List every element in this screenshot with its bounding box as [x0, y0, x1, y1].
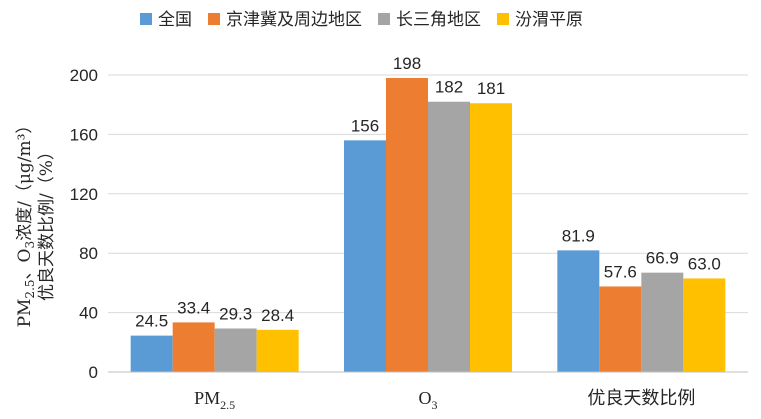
- bar: [683, 278, 726, 372]
- y-tick-label: 0: [89, 363, 98, 382]
- data-label: 66.9: [646, 249, 679, 268]
- data-labels: 24.5 33.4 29.3 28.4 156 198 182 181 81.9 57.6 66.9…: [135, 54, 721, 331]
- data-label: 182: [435, 78, 463, 97]
- y-tick-label: 120: [70, 185, 98, 204]
- data-label: 33.4: [177, 298, 210, 317]
- bar: [641, 272, 684, 372]
- bar: [256, 329, 299, 372]
- data-label: 28.4: [261, 306, 294, 325]
- y-axis-label: PM2.5、O3浓度/（μg/m³） 优良天数比例/（%）: [15, 117, 57, 328]
- data-label: 181: [477, 79, 505, 98]
- data-label: 57.6: [604, 262, 637, 281]
- y-tick-label: 160: [70, 125, 98, 144]
- y-axis-ticks: 0 40 80 120 160 200: [70, 66, 98, 382]
- legend-swatch: [208, 13, 220, 25]
- data-label: 63.0: [688, 254, 721, 273]
- bars: [130, 77, 726, 372]
- legend-label: 长三角地区: [396, 10, 481, 30]
- x-category-label: PM2.5: [194, 388, 235, 412]
- legend-label: 京津冀及周边地区: [226, 10, 362, 30]
- y-axis-label-line1: PM2.5、O3浓度/（μg/m³）: [15, 117, 37, 328]
- y-axis-label-line2: 优良天数比例/（%）: [37, 143, 57, 301]
- legend-swatch: [497, 13, 509, 25]
- legend-label: 汾渭平原: [515, 10, 583, 30]
- x-category-label: 优良天数比例: [587, 388, 695, 408]
- data-label: 156: [351, 116, 379, 135]
- bar: [130, 335, 173, 372]
- data-label: 24.5: [135, 312, 168, 331]
- data-label: 81.9: [562, 226, 595, 245]
- y-tick-label: 80: [79, 244, 98, 263]
- bar: [386, 77, 428, 372]
- bar: [214, 328, 257, 372]
- y-tick-label: 40: [79, 304, 98, 323]
- data-label: 29.3: [219, 304, 252, 323]
- bar: [599, 286, 642, 372]
- bar: [557, 250, 600, 372]
- bar: [344, 140, 386, 372]
- legend-label: 全国: [158, 10, 192, 30]
- x-axis-categories: PM2.5 O3 优良天数比例: [194, 388, 695, 412]
- x-category-label: O3: [419, 388, 438, 412]
- bar: [470, 103, 512, 372]
- legend-swatch: [378, 13, 390, 25]
- y-tick-label: 200: [70, 66, 98, 85]
- bar: [428, 101, 470, 372]
- legend: 全国 京津冀及周边地区 长三角地区 汾渭平原: [140, 10, 583, 30]
- legend-swatch: [140, 13, 152, 25]
- bar: [172, 322, 215, 372]
- data-label: 198: [393, 54, 421, 73]
